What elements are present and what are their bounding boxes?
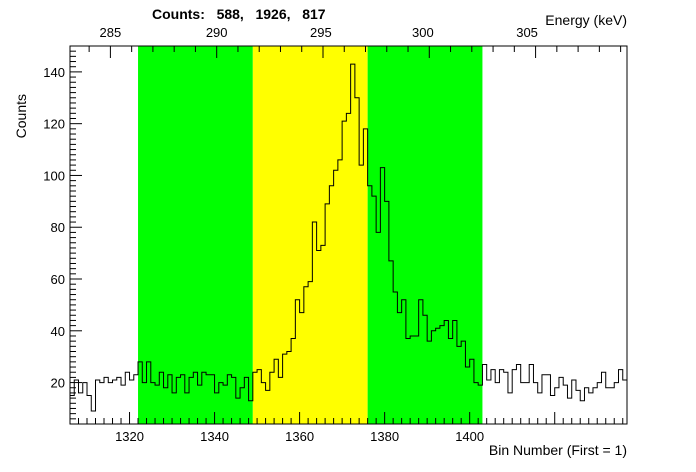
region-band-2 bbox=[252, 46, 368, 424]
counts-value-center: 1926 bbox=[255, 6, 287, 22]
energy-tick-label: 290 bbox=[206, 25, 228, 40]
y-tick-label: 40 bbox=[51, 324, 65, 339]
energy-tick-label: 300 bbox=[412, 25, 434, 40]
counts-header: Counts: 588, 1926, 817 bbox=[152, 6, 326, 22]
y-tick-label: 100 bbox=[43, 168, 65, 183]
y-tick-label: 120 bbox=[43, 117, 65, 132]
x-axis: 1320 1340 1360 1380 1400 bbox=[78, 412, 624, 444]
x-axis-title: Bin Number (First = 1) bbox=[489, 442, 627, 458]
y-axis: 20 40 60 80 100 120 140 bbox=[43, 50, 82, 420]
y-tick-label: 80 bbox=[51, 220, 65, 235]
y-tick-label: 140 bbox=[43, 65, 65, 80]
x-tick-label: 1380 bbox=[370, 429, 399, 444]
plot-frame bbox=[69, 45, 628, 425]
region-band-1 bbox=[138, 46, 253, 424]
histogram bbox=[70, 63, 627, 412]
energy-tick-label: 305 bbox=[516, 25, 538, 40]
x-tick-label: 1320 bbox=[115, 429, 144, 444]
x-tick-label: 1400 bbox=[455, 429, 484, 444]
y-axis-title: Counts bbox=[13, 94, 29, 138]
y-tick-label: 60 bbox=[51, 272, 65, 287]
energy-tick-label: 285 bbox=[100, 25, 122, 40]
region-band-3 bbox=[367, 46, 483, 424]
histogram-line bbox=[70, 63, 627, 412]
energy-axis: 285 290 295 300 305 bbox=[88, 25, 622, 58]
counts-label: Counts: bbox=[152, 6, 205, 22]
y-tick-label: 20 bbox=[51, 376, 65, 391]
x-tick-label: 1360 bbox=[285, 429, 314, 444]
energy-tick-label: 295 bbox=[310, 25, 332, 40]
counts-value-right: 817 bbox=[302, 6, 326, 22]
counts-value-left: 588 bbox=[216, 6, 240, 22]
x-tick-label: 1340 bbox=[200, 429, 229, 444]
energy-axis-title: Energy (keV) bbox=[545, 12, 627, 28]
region-bands bbox=[138, 46, 483, 424]
